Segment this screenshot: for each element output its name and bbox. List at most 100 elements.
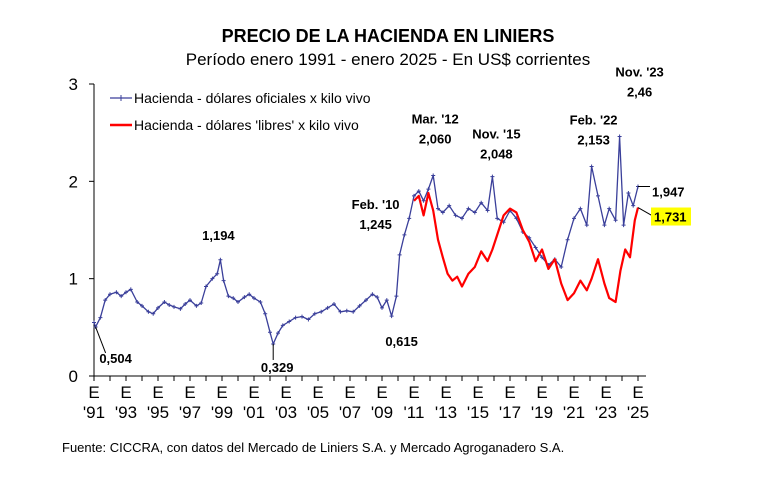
series-1-point <box>146 309 151 314</box>
y-tick-label: 1 <box>69 270 78 289</box>
annotation-value-label: 2,153 <box>577 132 610 147</box>
x-tick-label-year: '15 <box>467 403 489 422</box>
series-1-point <box>188 298 192 303</box>
x-tick-label-top: E <box>632 383 643 402</box>
source-note: Fuente: CICCRA, con datos del Mercado de… <box>62 440 565 455</box>
legend-marker-1 <box>118 95 124 101</box>
series-1-point <box>572 216 576 221</box>
series-1-point <box>162 300 167 305</box>
series-1-point <box>589 164 594 169</box>
x-tick-label-top: E <box>120 383 131 402</box>
x-tick-label-year: '93 <box>115 403 137 422</box>
series-1-point <box>466 206 471 211</box>
series-1-point <box>402 232 407 237</box>
x-tick-label-top: E <box>216 383 227 402</box>
annotation-highlight <box>651 207 691 226</box>
x-tick-label-top: E <box>312 383 323 402</box>
series-1-point <box>300 314 304 319</box>
x-tick-label-year: '01 <box>243 403 265 422</box>
series-1-point <box>151 311 156 316</box>
series-1-point <box>280 323 285 328</box>
series-1-point <box>426 187 431 192</box>
x-tick-label-top: E <box>376 383 387 402</box>
annotation-value-label: 2,46 <box>627 85 652 100</box>
x-tick-label-year: '17 <box>499 403 521 422</box>
series-1-point <box>140 303 144 308</box>
series-1-point <box>578 206 583 211</box>
series-1-point <box>319 309 324 314</box>
series-1-point <box>114 290 119 295</box>
series-1-point <box>602 223 607 228</box>
series-1-point <box>231 296 236 301</box>
annotation-date-label: Feb. '22 <box>570 112 618 127</box>
series-1-point <box>447 203 452 208</box>
series-1-point <box>119 294 124 299</box>
x-tick-label-year: '97 <box>179 403 201 422</box>
annotation-date-label: Nov. '23 <box>615 65 663 80</box>
series-1-point <box>293 315 298 320</box>
series-1-point <box>421 198 426 203</box>
series-1-point <box>416 189 421 194</box>
annotation-value-label: 1,245 <box>359 217 392 232</box>
y-tick-label: 3 <box>69 75 78 94</box>
series-1-point <box>338 309 343 314</box>
series-1-point <box>436 206 440 211</box>
chart-subtitle: Período enero 1991 - enero 2025 - En US$… <box>185 50 591 69</box>
x-tick-label-top: E <box>504 383 515 402</box>
series-1-point <box>631 203 636 208</box>
legend-label-2: Hacienda - dólares 'libres' x kilo vivo <box>134 117 359 133</box>
series-1-point <box>325 305 330 310</box>
x-tick-label-year: '07 <box>339 403 361 422</box>
series-1-point <box>370 292 375 297</box>
x-tick-label-top: E <box>152 383 163 402</box>
series-1-point <box>268 330 272 335</box>
x-tick-label-top: E <box>536 383 547 402</box>
annotation-leader <box>95 326 107 354</box>
x-tick-label-year: '25 <box>627 403 649 422</box>
series-1-point <box>344 308 349 313</box>
series-1-point <box>98 315 103 320</box>
annotation-value-label: 2,060 <box>419 131 452 146</box>
series-1-point <box>124 290 128 295</box>
series-1-point <box>252 296 256 301</box>
series-1-point <box>92 320 96 325</box>
annotation-date-label: Mar. '12 <box>412 111 459 126</box>
x-tick-label-year: '05 <box>307 403 329 422</box>
x-tick-label-top: E <box>344 383 355 402</box>
series-1-point <box>460 216 464 221</box>
x-tick-label-top: E <box>280 383 291 402</box>
series-1-point <box>103 298 108 303</box>
series-1-point <box>332 301 336 306</box>
series-1-point <box>407 216 412 221</box>
x-tick-label-year: '09 <box>371 403 393 422</box>
annotation-leader <box>637 207 653 216</box>
series-1-point <box>479 200 484 205</box>
x-tick-label-year: '13 <box>435 403 457 422</box>
series-1-point <box>431 173 436 178</box>
series-1-point <box>167 302 172 307</box>
series-1-point <box>221 278 226 283</box>
x-tick-label-top: E <box>184 383 195 402</box>
series-1-point <box>440 210 445 215</box>
series-1-point <box>613 218 618 223</box>
annotation-value-label: 1,947 <box>652 184 685 199</box>
annotation-value-label: 0,504 <box>99 351 132 366</box>
series-1-point <box>226 294 231 299</box>
series-1-point <box>607 206 612 211</box>
series-1-point <box>389 314 394 319</box>
series-1-point <box>183 301 188 306</box>
series-1-point <box>218 257 223 262</box>
series-1-point <box>357 303 362 308</box>
series-1-point <box>210 276 215 281</box>
series-1-point <box>626 191 631 196</box>
series-line-1 <box>93 135 639 345</box>
series-1-point <box>128 287 133 292</box>
series-1-point <box>375 295 380 300</box>
series-1-point <box>178 306 183 311</box>
x-tick-label-year: '21 <box>563 403 585 422</box>
series-1-point <box>584 223 589 228</box>
series-1-point <box>621 223 626 228</box>
annotation-value-label: 0,615 <box>385 334 418 349</box>
series-1-point <box>384 298 389 303</box>
